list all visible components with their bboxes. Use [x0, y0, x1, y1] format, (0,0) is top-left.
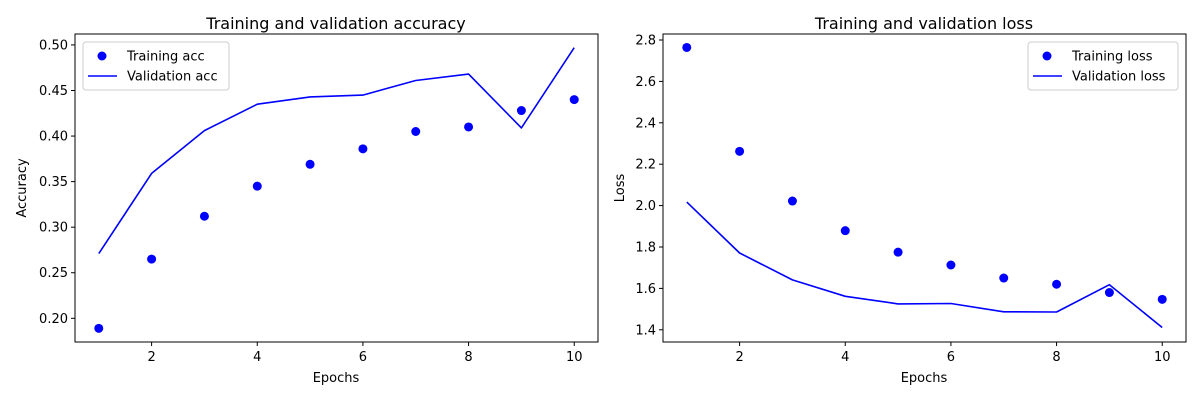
- y-tick-label: 1.6: [635, 282, 656, 297]
- chart-title: Training and validation loss: [814, 14, 1033, 33]
- series-line: [686, 201, 1163, 329]
- legend-box: [1027, 41, 1179, 91]
- data-point: [682, 42, 692, 52]
- plot-area: 2 4 6 8 10 1.4 1.6 1.8 2.0 2.2 2.4 2.6 2.8: [635, 33, 1187, 365]
- accuracy-chart: Training and validation accuracy Epochs …: [15, 14, 599, 386]
- y-tick-label: 0.25: [39, 266, 68, 281]
- series-line: [98, 47, 575, 255]
- y-tick-label: 2.4: [635, 116, 656, 131]
- data-point: [1052, 279, 1062, 289]
- data-point: [94, 323, 104, 333]
- data-point: [1157, 294, 1167, 304]
- x-tick-label: 6: [947, 350, 955, 365]
- x-tick-label: 6: [359, 350, 367, 365]
- x-tick-label: 8: [464, 350, 472, 365]
- data-point: [787, 196, 797, 206]
- data-point: [893, 247, 903, 257]
- data-point: [358, 144, 368, 154]
- data-point: [464, 122, 474, 132]
- y-tick-label: 0.50: [39, 38, 68, 53]
- legend: Training acc Validation acc: [82, 41, 230, 91]
- x-axis-label: Epochs: [313, 371, 360, 386]
- data-point: [305, 159, 315, 169]
- y-tick-label: 2.6: [635, 75, 656, 90]
- legend: Training loss Validation loss: [1027, 41, 1179, 91]
- y-axis-label: Loss: [613, 174, 628, 203]
- legend-label: Training acc: [126, 50, 205, 65]
- x-tick-label: 10: [566, 350, 583, 365]
- y-tick-label: 1.4: [635, 323, 656, 338]
- legend-marker-swatch: [1042, 51, 1052, 61]
- x-tick-label: 4: [253, 350, 261, 365]
- x-tick-label: 10: [1154, 350, 1171, 365]
- legend-box: [82, 41, 230, 91]
- legend-label: Training loss: [1071, 50, 1153, 65]
- data-point: [569, 95, 579, 105]
- x-tick-label: 8: [1052, 350, 1060, 365]
- data-point: [411, 127, 421, 137]
- y-tick-label: 0.40: [39, 130, 68, 145]
- y-axis-label: Accuracy: [15, 158, 30, 218]
- data-point: [199, 211, 209, 221]
- data-point: [1104, 288, 1114, 298]
- axes-frame: [662, 33, 1187, 343]
- chart-title: Training and validation accuracy: [205, 14, 465, 33]
- x-tick-label: 2: [735, 350, 743, 365]
- data-point: [252, 181, 262, 191]
- y-tick-label: 1.8: [635, 240, 656, 255]
- data-point: [840, 226, 850, 236]
- legend-label: Validation acc: [127, 70, 218, 85]
- x-axis-label: Epochs: [901, 371, 948, 386]
- y-tick-label: 0.35: [39, 175, 68, 190]
- data-point: [999, 273, 1009, 283]
- y-tick-label: 0.20: [39, 312, 68, 327]
- y-tick-label: 0.30: [39, 221, 68, 236]
- loss-chart: Training and validation loss Epochs Loss…: [613, 14, 1187, 386]
- x-tick-label: 2: [147, 350, 155, 365]
- plot-area: 2 4 6 8 10 0.20 0.25 0.30 0.35 0.40 0.45 0.50: [39, 33, 599, 365]
- data-point: [516, 106, 526, 116]
- data-point: [147, 254, 157, 264]
- legend-label: Validation loss: [1072, 70, 1166, 85]
- y-tick-label: 2.0: [635, 199, 656, 214]
- data-point: [735, 146, 745, 156]
- data-point: [946, 260, 956, 270]
- legend-marker-swatch: [97, 51, 107, 61]
- x-tick-label: 4: [841, 350, 849, 365]
- y-tick-label: 2.2: [635, 158, 656, 173]
- axes-frame: [74, 33, 599, 343]
- y-tick-label: 0.45: [39, 84, 68, 99]
- y-tick-label: 2.8: [635, 34, 656, 49]
